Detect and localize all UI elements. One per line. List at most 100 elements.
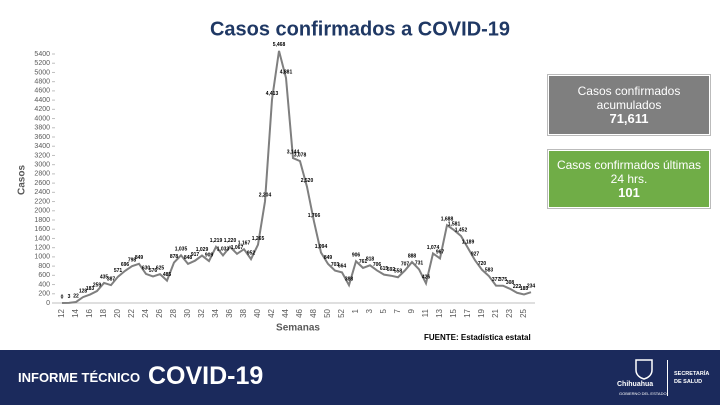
- summary-box: Casos confirmados últimas 24 hrs. 101: [548, 150, 710, 208]
- box-value: 71,611: [609, 111, 649, 126]
- x-tick-label: 23: [505, 308, 514, 317]
- data-label: 3: [68, 294, 71, 300]
- x-tick-label: 34: [211, 308, 220, 317]
- data-label: 308: [506, 280, 515, 286]
- data-label: 3,078: [294, 152, 307, 158]
- data-label: 878: [170, 254, 179, 260]
- x-tick-label: 20: [113, 308, 122, 317]
- x-tick-label: 36: [225, 308, 234, 317]
- data-label: 952: [247, 250, 256, 256]
- x-tick-label: 26: [155, 308, 164, 317]
- x-tick-label: 9: [407, 308, 416, 313]
- x-tick-label: 22: [127, 308, 136, 317]
- data-label: 2,520: [301, 178, 314, 184]
- summary-box: Casos confirmados acumulados 71,611: [548, 75, 710, 135]
- x-tick-label: 21: [491, 308, 500, 317]
- y-tick-label: 400: [38, 281, 50, 288]
- data-label: 4,413: [266, 91, 279, 97]
- data-label: 664: [338, 264, 347, 270]
- x-tick-label: 24: [141, 308, 150, 317]
- y-tick-label: 4400: [34, 97, 50, 104]
- x-tick-label: 46: [295, 308, 304, 317]
- box-value: 101: [618, 185, 640, 200]
- x-tick-label: 12: [57, 308, 66, 317]
- data-label: 592: [387, 267, 396, 273]
- x-tick-label: 42: [267, 308, 276, 317]
- y-tick-label: 2000: [34, 208, 50, 215]
- x-tick-label: 50: [323, 308, 332, 317]
- data-label: 731: [415, 261, 424, 267]
- data-label: 1,219: [210, 238, 223, 244]
- y-tick-label: 3600: [34, 134, 50, 141]
- x-tick-label: 11: [421, 308, 430, 317]
- x-tick-label: 13: [435, 308, 444, 317]
- y-tick-label: 4000: [34, 115, 50, 122]
- data-label: 630: [142, 265, 151, 271]
- data-label: 1,452: [455, 227, 468, 233]
- data-label: 848: [184, 255, 193, 261]
- y-tick-label: 2600: [34, 180, 50, 187]
- data-label: 1,265: [252, 236, 265, 242]
- x-tick-label: 52: [337, 308, 346, 317]
- data-label: 703: [331, 262, 340, 268]
- y-tick-label: 3000: [34, 162, 50, 169]
- x-tick-label: 38: [239, 308, 248, 317]
- footer: INFORME TÉCNICO COVID-19 Chihuahua GOBIE…: [0, 350, 720, 405]
- data-label: 967: [436, 250, 445, 256]
- y-tick-label: 5200: [34, 60, 50, 67]
- data-label: 625: [156, 266, 165, 272]
- x-tick-label: 3: [365, 308, 374, 313]
- data-label: 571: [114, 268, 123, 274]
- data-label: 185: [520, 286, 529, 292]
- y-tick-label: 2400: [34, 189, 50, 196]
- data-label: 917: [191, 252, 200, 258]
- x-tick-label: 30: [183, 308, 192, 317]
- data-label: 4,881: [280, 69, 293, 75]
- y-tick-label: 3200: [34, 152, 50, 159]
- department: SECRETARÍA DE SALUD: [674, 371, 710, 385]
- y-tick-label: 1200: [34, 245, 50, 252]
- data-label: 128: [79, 288, 88, 294]
- x-tick-label: 32: [197, 308, 206, 317]
- data-label: 1,220: [224, 238, 237, 244]
- data-label: 1,581: [448, 221, 461, 227]
- data-label: 583: [485, 267, 494, 273]
- data-label: 615: [380, 266, 389, 272]
- logo: [635, 359, 653, 380]
- x-axis-label: Semanas: [276, 323, 320, 334]
- y-tick-label: 4200: [34, 106, 50, 113]
- data-label: 1,189: [462, 240, 475, 246]
- y-tick-label: 800: [38, 263, 50, 270]
- data-label: 1,167: [238, 241, 251, 247]
- data-label: 818: [366, 257, 375, 263]
- data-label: 849: [324, 255, 333, 261]
- data-label: 0: [61, 294, 64, 300]
- data-label: 720: [478, 261, 487, 267]
- chart-title: Casos confirmados a COVID-19: [210, 18, 510, 40]
- y-tick-label: 1400: [34, 235, 50, 242]
- x-tick-label: 15: [449, 308, 458, 317]
- y-tick-label: 4600: [34, 88, 50, 95]
- data-label: 798: [128, 258, 137, 264]
- data-label: 2,204: [259, 193, 272, 199]
- data-label: 426: [422, 275, 431, 281]
- y-tick-label: 200: [38, 291, 50, 298]
- data-label: 234: [527, 284, 536, 290]
- data-label: 1,033: [217, 247, 230, 253]
- data-label: 707: [401, 262, 410, 268]
- data-label: 377: [492, 277, 501, 283]
- y-tick-label: 3800: [34, 125, 50, 132]
- data-label: 375: [499, 277, 508, 283]
- y-tick-label: 4800: [34, 79, 50, 86]
- x-tick-label: 14: [71, 308, 80, 317]
- x-tick-label: 17: [463, 308, 472, 317]
- data-label: 558: [394, 269, 403, 275]
- y-tick-label: 600: [38, 272, 50, 279]
- y-tick-label: 1000: [34, 254, 50, 261]
- x-tick-label: 16: [85, 308, 94, 317]
- x-tick-label: 1: [351, 308, 360, 313]
- divider: [667, 360, 668, 396]
- y-tick-label: 3400: [34, 143, 50, 150]
- data-label: 485: [163, 272, 172, 278]
